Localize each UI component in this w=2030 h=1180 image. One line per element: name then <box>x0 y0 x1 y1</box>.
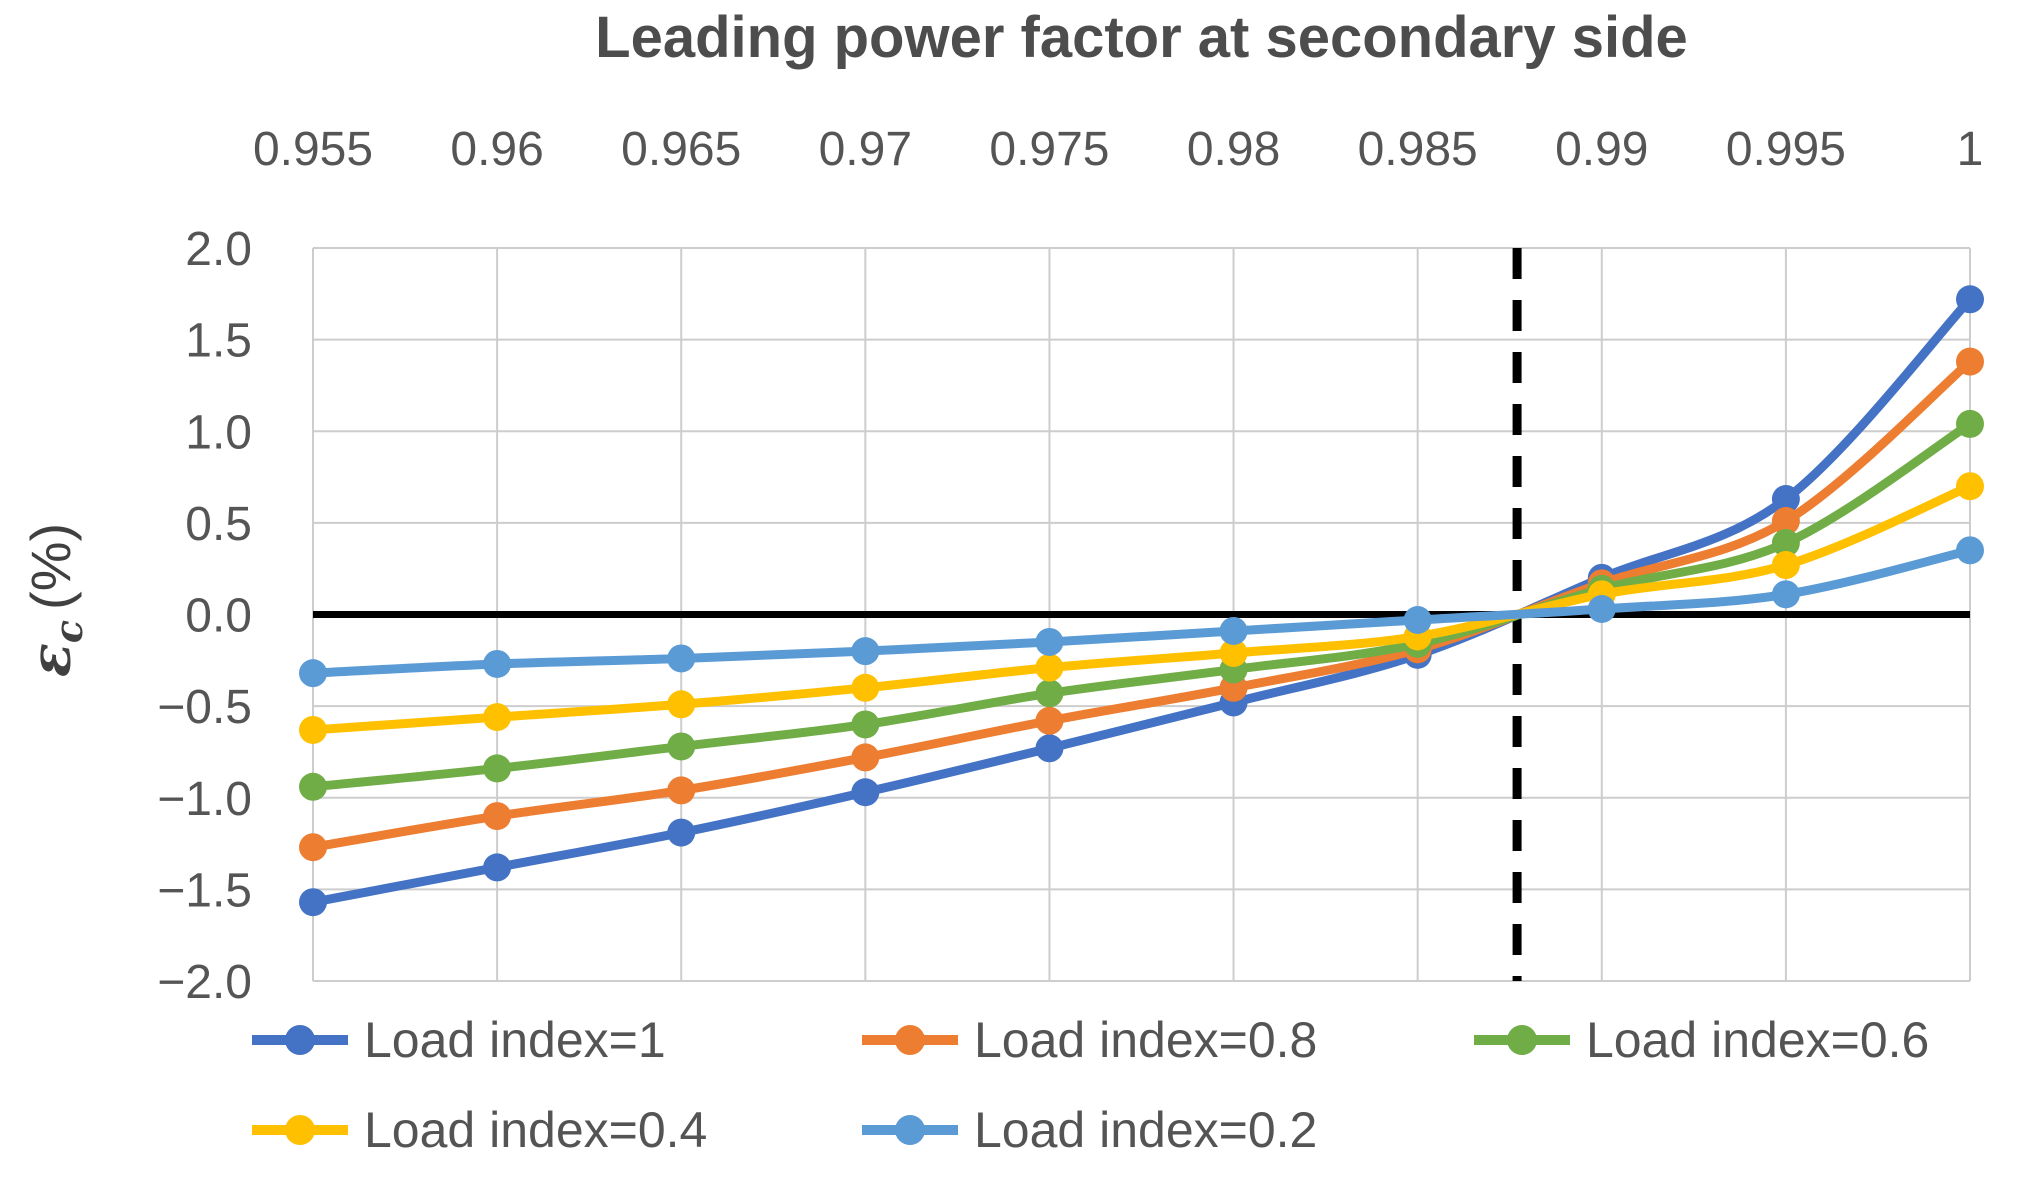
y-axis-tick-label: 0.5 <box>185 498 252 551</box>
data-point-marker <box>483 853 512 882</box>
y-axis-tick-label: −1.0 <box>157 773 252 826</box>
data-point-marker <box>667 644 696 673</box>
data-point-marker <box>1956 409 1984 438</box>
data-point-marker <box>299 772 327 801</box>
data-point-marker <box>1771 507 1800 536</box>
data-point-marker <box>1219 638 1248 667</box>
series-line <box>308 357 1975 852</box>
legend-item: Load index=0.8 <box>860 1008 1317 1072</box>
y-axis-tick-label: 0.0 <box>185 590 252 643</box>
legend-label: Load index=0.4 <box>364 1102 708 1158</box>
data-point-marker <box>667 818 696 847</box>
legend-marker <box>1474 1025 1570 1055</box>
data-point-marker <box>851 778 880 807</box>
x-axis-tick-label: 0.955 <box>253 123 373 176</box>
legend-label: Load index=0.2 <box>974 1102 1318 1158</box>
data-point-marker <box>1035 706 1064 735</box>
x-axis-tick-label: 0.96 <box>450 123 543 176</box>
series-line <box>308 481 1975 735</box>
data-point-marker <box>1956 472 1984 501</box>
data-point-marker <box>1035 734 1064 763</box>
data-point-marker <box>1771 551 1800 580</box>
data-point-marker <box>1219 616 1248 645</box>
data-point-marker <box>851 673 880 702</box>
y-axis-tick-label: 1.5 <box>185 315 252 368</box>
legend-label: Load index=0.6 <box>1586 1012 1930 1068</box>
legend-row-2: Load index=0.4 Load index=0.2 <box>0 1098 2030 1162</box>
x-axis-tick-label: 1 <box>1957 123 1984 176</box>
y-axis-tick-label: −0.5 <box>157 681 252 734</box>
data-point-marker <box>1771 529 1800 558</box>
data-point-marker <box>299 659 327 688</box>
x-axis-tick-label: 0.995 <box>1726 123 1846 176</box>
legend-item: Load index=0.4 <box>250 1098 707 1162</box>
data-point-marker <box>851 710 880 739</box>
x-axis-tick-label: 0.97 <box>819 123 912 176</box>
data-point-marker <box>299 833 327 862</box>
data-point-marker <box>483 703 512 732</box>
chart-title: Leading power factor at secondary side <box>595 5 1688 70</box>
legend-item: Load index=0.6 <box>1472 1008 1929 1072</box>
legend-marker <box>862 1025 958 1055</box>
data-point-marker <box>851 637 880 666</box>
data-point-marker <box>1771 485 1800 514</box>
data-point-marker <box>1403 605 1432 634</box>
legend-item: Load index=1 <box>250 1008 666 1072</box>
data-point-marker <box>1035 627 1064 656</box>
data-point-marker <box>1956 536 1984 565</box>
data-point-marker <box>483 649 512 678</box>
legend-row-1: Load index=1 Load index=0.8 Load index=0.6 <box>0 1008 2030 1072</box>
data-point-marker <box>1956 347 1984 376</box>
legend-marker <box>252 1025 348 1055</box>
data-point-marker <box>667 690 696 719</box>
series-line <box>308 419 1975 792</box>
legend-item: Load index=0.2 <box>860 1098 1317 1162</box>
legend-marker <box>862 1115 958 1145</box>
data-point-marker <box>667 732 696 761</box>
data-point-marker <box>1587 595 1616 624</box>
y-axis-tick-label: −2.0 <box>157 956 252 1009</box>
legend-marker <box>252 1115 348 1145</box>
data-point-marker <box>851 743 880 772</box>
data-point-marker <box>1035 679 1064 708</box>
x-axis-tick-label: 0.99 <box>1555 123 1648 176</box>
x-axis-tick-label: 0.985 <box>1358 123 1478 176</box>
legend-label: Load index=1 <box>364 1012 666 1068</box>
series-line <box>308 294 1975 907</box>
data-point-marker <box>1771 580 1800 609</box>
series-line <box>308 545 1975 678</box>
y-axis-tick-label: −1.5 <box>157 864 252 917</box>
data-point-marker <box>299 715 327 744</box>
data-point-marker <box>483 754 512 783</box>
data-point-marker <box>1956 285 1984 314</box>
legend-label: Load index=0.8 <box>974 1012 1318 1068</box>
x-axis-tick-label: 0.965 <box>621 123 741 176</box>
data-point-marker <box>299 888 327 917</box>
x-axis-tick-label: 0.975 <box>989 123 1109 176</box>
data-point-marker <box>1035 653 1064 682</box>
y-axis-tick-label: 2.0 <box>185 223 252 276</box>
y-axis-tick-label: 1.0 <box>185 406 252 459</box>
x-axis-tick-label: 0.98 <box>1187 123 1280 176</box>
data-point-marker <box>483 802 512 831</box>
data-point-marker <box>667 776 696 805</box>
